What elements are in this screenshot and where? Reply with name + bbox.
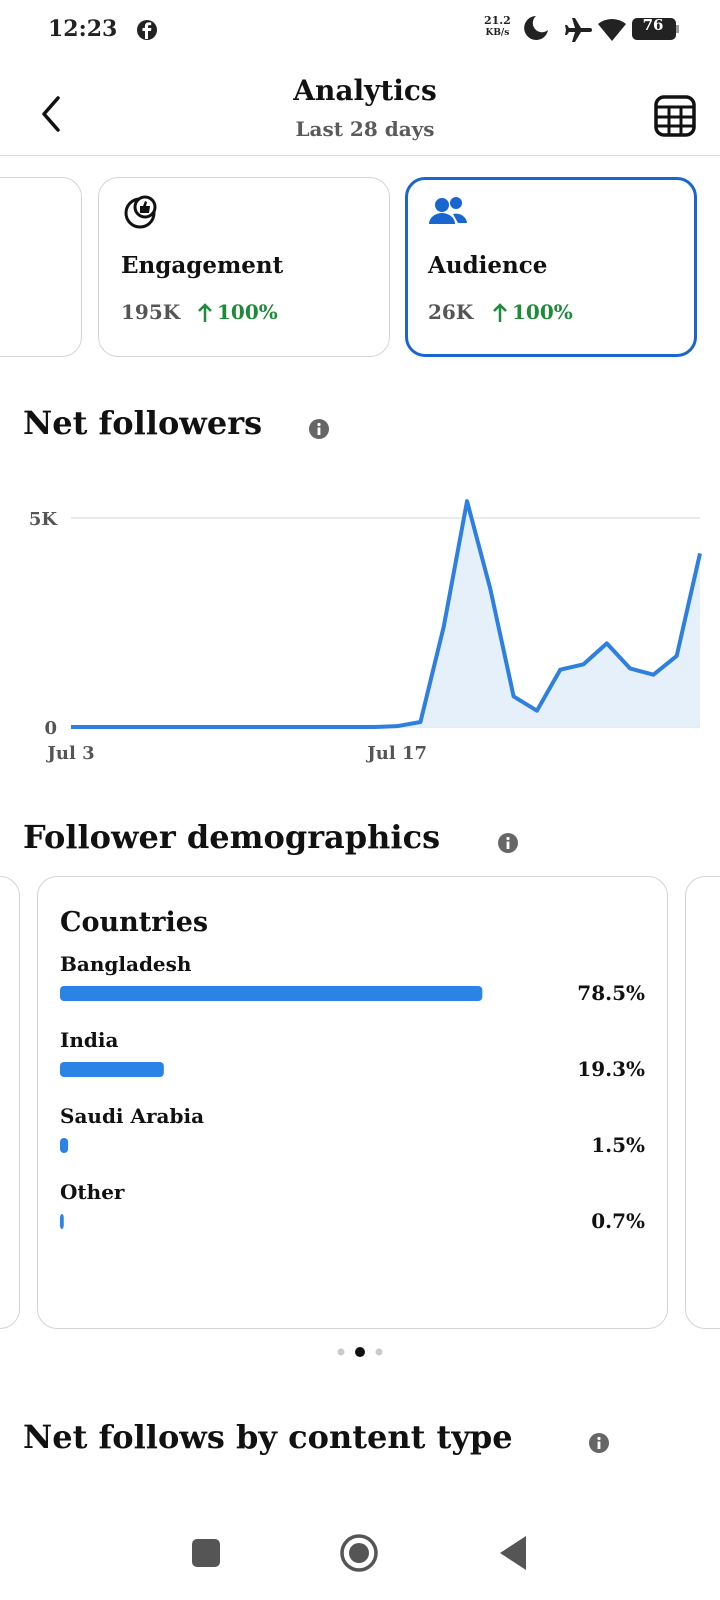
metric-card-selected[interactable]: Audience 26K 100% — [405, 177, 697, 357]
info-icon[interactable] — [588, 1432, 610, 1454]
area — [71, 501, 700, 727]
bar-label: India — [60, 1028, 118, 1052]
card-value: 195K — [121, 300, 181, 324]
bar-value-label: 1.5% — [591, 1133, 645, 1157]
line — [71, 499, 702, 729]
section-title: Net followers — [23, 404, 263, 442]
bar — [60, 986, 483, 1001]
section-title: Follower demographics — [23, 818, 441, 856]
line-chart: 0 5K Jul 3 Jul 17 — [29, 499, 702, 764]
recents-button[interactable] — [192, 1539, 220, 1567]
card-change: 100% — [512, 300, 573, 324]
card-title: Countries — [60, 907, 209, 938]
card-title: Audience — [428, 252, 548, 279]
page-title: Analytics — [293, 74, 437, 107]
facebook-icon — [137, 20, 157, 40]
home-button[interactable] — [340, 1534, 378, 1572]
x-tick-label: Jul 3 — [45, 743, 94, 764]
bar-value-label: 19.3% — [577, 1057, 645, 1081]
bar-value-label: 0.7% — [591, 1209, 645, 1233]
time: 12:23 — [48, 16, 118, 42]
divider — [0, 155, 720, 156]
card-title: Engagement — [121, 252, 284, 279]
up-arrow — [493, 303, 507, 322]
page-subtitle: Last 28 days — [295, 117, 435, 141]
bar-list: Bangladesh 78.5% India 19.3% Saudi Arabia 1.5… — [60, 952, 645, 1233]
demographic-card-partial[interactable] — [685, 876, 720, 1329]
demographic-card-partial[interactable] — [0, 876, 20, 1329]
bar — [60, 1138, 69, 1153]
bar-value-label: 78.5% — [577, 981, 645, 1005]
speed-value: 21.2 — [484, 14, 511, 27]
demographic-card[interactable]: Countries Bangladesh 78.5% India 19.3% Saudi… — [37, 876, 668, 1329]
bar-label: Saudi Arabia — [60, 1104, 204, 1128]
back-button[interactable] — [36, 94, 66, 134]
card-value: 26K — [428, 300, 474, 324]
card-change: 100% — [217, 300, 278, 324]
pager-dots[interactable] — [330, 1342, 390, 1362]
back-nav-button[interactable] — [500, 1536, 526, 1570]
bar-label: Bangladesh — [60, 952, 192, 976]
status-icons — [524, 16, 679, 42]
speed-unit: KB/s — [485, 28, 510, 38]
bar — [60, 1062, 164, 1077]
section-title: Net follows by content type — [23, 1418, 513, 1456]
metric-card[interactable]: Engagement 195K 100% — [98, 177, 390, 357]
battery-level: 76 — [642, 16, 664, 34]
calendar-button[interactable] — [653, 94, 697, 138]
bar — [60, 1214, 64, 1229]
info-icon[interactable] — [497, 832, 519, 854]
bar-label: Other — [60, 1180, 125, 1204]
up-arrow — [198, 303, 212, 322]
audience-icon — [429, 197, 467, 224]
navigation-bar — [192, 1534, 526, 1572]
engagement-icon — [124, 195, 157, 229]
y-tick-label: 5K — [29, 509, 59, 530]
info-icon[interactable] — [308, 418, 330, 440]
network-speed: 21.2 KB/s — [484, 14, 511, 40]
y-tick-label: 0 — [44, 718, 57, 739]
metric-card-partial[interactable] — [0, 177, 82, 357]
x-tick-label: Jul 17 — [365, 743, 427, 764]
